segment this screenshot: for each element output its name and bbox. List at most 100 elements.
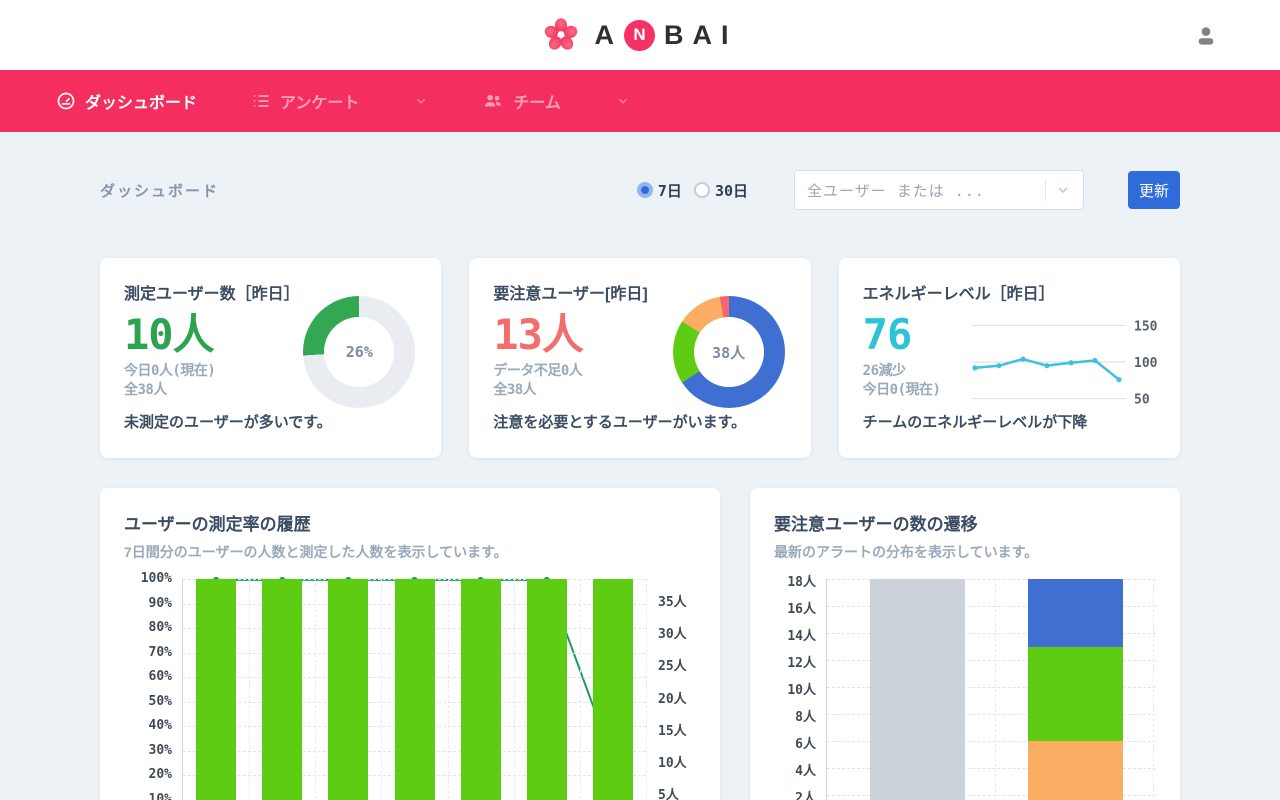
attention-message: 注意を必要とするユーザーがいます。 xyxy=(493,414,747,431)
gauge-icon xyxy=(57,92,75,110)
energy-decrease: 26減少 xyxy=(862,363,906,380)
axis-tick-label: 4人 xyxy=(795,764,816,779)
axis-tick-label: 8人 xyxy=(795,710,816,725)
radio-30days-label: 30日 xyxy=(714,181,748,200)
measured-total: 全38人 xyxy=(124,382,167,399)
radio-dot xyxy=(693,182,710,198)
radio-30days[interactable]: 30日 xyxy=(693,180,748,201)
update-button[interactable]: 更新 xyxy=(1128,171,1180,209)
h-gridline xyxy=(827,687,1156,688)
v-gridline xyxy=(994,579,996,800)
select-placeholder: 全ユーザー または ... xyxy=(807,181,985,200)
chevron-down-icon xyxy=(618,98,627,104)
dashboard-content: ダッシュボード 7日 30日 全ユーザー または ... 更新 xyxy=(0,170,1280,800)
h-gridline xyxy=(827,579,1156,580)
chart-subtitle: 最新のアラートの分布を表示しています。 xyxy=(774,544,1039,560)
app-logo: A N BAI xyxy=(543,17,738,53)
h-gridline xyxy=(827,606,1156,607)
axis-tick-label: 5人 xyxy=(658,787,679,800)
measured-today: 今日0人(現在) xyxy=(124,363,216,380)
h-gridline xyxy=(827,741,1156,742)
attention-count: 13人 xyxy=(493,310,584,359)
radio-dot xyxy=(636,182,653,198)
app-header: A N BAI xyxy=(0,0,1280,70)
axis-tick-label: 60% xyxy=(148,669,172,684)
chevron-down-icon xyxy=(417,98,426,104)
measured-count: 10人 xyxy=(124,310,215,359)
plum-blossom-icon xyxy=(544,18,577,50)
radio-7days-label: 7日 xyxy=(657,181,682,200)
nav-label-dashboard: ダッシュボード xyxy=(85,95,198,112)
axis-tick-label: 10人 xyxy=(787,683,816,698)
axis-tick-label: 90% xyxy=(148,595,172,611)
donut-center-label: 38人 xyxy=(712,343,746,362)
stat-cards-row: 測定ユーザー数［昨日］ 10人 今日0人(現在) 全38人 26% 未測定のユー… xyxy=(100,258,1180,458)
card-title: 測定ユーザー数［昨日］ xyxy=(124,286,300,303)
measured-sub: 今日0人(現在) 全38人 xyxy=(124,362,417,399)
axis-tick-label: 20% xyxy=(148,767,172,782)
energy-today: 今日0(現在) xyxy=(862,382,941,399)
attention-donut-chart: 38人 xyxy=(672,296,785,408)
toolbar-controls: 7日 30日 全ユーザー または ... 更新 xyxy=(636,170,1180,210)
radio-7days[interactable]: 7日 xyxy=(636,180,682,201)
alert-bar-segment xyxy=(1027,579,1124,647)
donut-center-label: 26% xyxy=(345,343,373,361)
logo-letter-a: A xyxy=(594,19,623,50)
axis-tick-label: 40% xyxy=(148,718,172,733)
axis-tick-label: 70% xyxy=(148,644,172,660)
page-title: ダッシュボード xyxy=(100,182,220,200)
h-gridline xyxy=(827,795,1156,796)
list-icon xyxy=(253,95,269,107)
measured-rate-bar xyxy=(460,579,501,800)
y-axis-people: 35人30人25人20人15人10人5人0人 xyxy=(646,579,696,800)
axis-tick-label: 10% xyxy=(148,791,172,800)
measured-rate-bar xyxy=(328,579,369,800)
h-gridline xyxy=(827,768,1156,769)
toolbar: ダッシュボード 7日 30日 全ユーザー または ... 更新 xyxy=(100,170,1180,210)
svg-text:50: 50 xyxy=(1134,393,1150,408)
user-account-icon[interactable] xyxy=(1194,24,1218,48)
main-nav: ダッシュボード アンケート チーム xyxy=(0,70,1280,132)
nav-item-survey[interactable]: アンケート xyxy=(251,89,428,113)
svg-text:150: 150 xyxy=(1134,319,1158,334)
nav-item-team[interactable]: チーム xyxy=(482,89,630,113)
logo-letters-bai: BAI xyxy=(664,19,738,50)
chart-title: ユーザーの測定率の履歴 xyxy=(124,515,311,534)
axis-tick-label: 18人 xyxy=(787,575,816,590)
v-gridline xyxy=(1152,579,1154,800)
energy-sparkline-chart: 150 100 50 xyxy=(972,319,1158,408)
nav-item-dashboard[interactable]: ダッシュボード xyxy=(56,89,197,113)
v-gridline xyxy=(646,579,647,800)
card-title: エネルギーレベル［昨日］ xyxy=(862,286,1055,303)
axis-tick-label: 25人 xyxy=(658,659,687,675)
alert-plot xyxy=(826,579,1156,800)
measured-rate-bar xyxy=(592,579,633,800)
nav-label-team: チーム xyxy=(513,95,561,112)
h-gridline xyxy=(827,660,1156,661)
alert-plot-wrap: 18人16人14人12人10人8人6人4人2人0人 xyxy=(774,575,1156,800)
energy-message: チームのエネルギーレベルが下降 xyxy=(862,414,1088,431)
card-measured-users: 測定ユーザー数［昨日］ 10人 今日0人(現在) 全38人 26% 未測定のユー… xyxy=(100,258,442,458)
attention-total: 全38人 xyxy=(493,382,537,399)
card-title: 要注意ユーザー[昨日] xyxy=(493,286,648,303)
attention-missing-data: データ不足0人 xyxy=(493,363,583,380)
chart-title: 要注意ユーザーの数の遷移 xyxy=(774,515,978,534)
measured-rate-bar xyxy=(526,579,567,800)
axis-tick-label: 35人 xyxy=(658,595,687,611)
axis-tick-label: 14人 xyxy=(787,629,816,644)
v-gridline xyxy=(381,579,383,800)
axis-tick-label: 12人 xyxy=(787,656,816,671)
alert-bar-segment xyxy=(1027,646,1124,742)
measurement-history-card: ユーザーの測定率の履歴 7日間分のユーザーの人数と測定した人数を表示しています。… xyxy=(100,488,720,800)
y-axis-percent: 100%90%80%70%60%50%40%30%20%10%0% xyxy=(124,571,182,800)
user-filter-select[interactable]: 全ユーザー または ... xyxy=(794,170,1084,210)
charts-row: ユーザーの測定率の履歴 7日間分のユーザーの人数と測定した人数を表示しています。… xyxy=(100,488,1180,800)
v-gridline xyxy=(579,579,581,800)
measurement-plot xyxy=(182,576,647,800)
axis-tick-label: 30人 xyxy=(658,627,687,643)
v-gridline xyxy=(315,579,317,800)
v-gridline xyxy=(513,579,515,800)
axis-tick-label: 16人 xyxy=(787,602,816,617)
y-axis-people: 18人16人14人12人10人8人6人4人2人0人 xyxy=(774,575,826,800)
chart-subtitle: 7日間分のユーザーの人数と測定した人数を表示しています。 xyxy=(124,544,508,560)
